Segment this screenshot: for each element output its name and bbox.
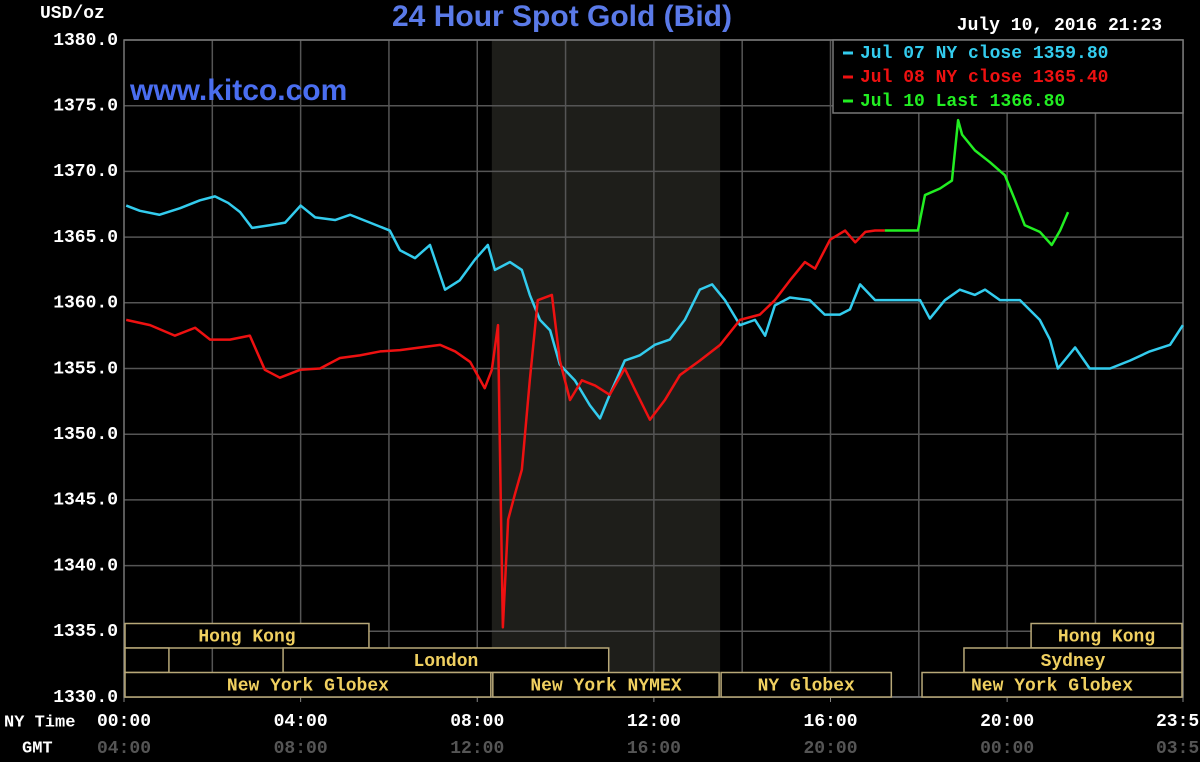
session-label: NY Globex (758, 677, 855, 697)
x-tick-label: 16:00 (803, 712, 857, 732)
y-unit: USD/oz (40, 4, 105, 24)
y-tick-label: 1350.0 (53, 425, 118, 445)
y-tick-label: 1335.0 (53, 622, 118, 642)
y-tick-label: 1365.0 (53, 228, 118, 248)
session-box (124, 622, 370, 649)
y-tick-label: 1345.0 (53, 491, 118, 511)
y-tick-label: 1380.0 (53, 31, 118, 51)
x-axis-label: NY Time (4, 713, 75, 732)
series-line (884, 118, 1070, 247)
x2-tick-label: 12:00 (450, 739, 504, 759)
session-box (720, 671, 893, 698)
session-label: New York Globex (227, 677, 389, 697)
session-label: Hong Kong (198, 628, 295, 648)
session-box (921, 671, 1183, 698)
x-tick-label: 04:00 (274, 712, 328, 732)
session-box (282, 647, 610, 674)
x-tick-label: 08:00 (450, 712, 504, 732)
y-tick-label: 1340.0 (53, 556, 118, 576)
y-tick-label: 1360.0 (53, 294, 118, 314)
x-tick-label: 12:00 (627, 712, 681, 732)
chart-title: 24 Hour Spot Gold (Bid) (392, 0, 732, 33)
x2-tick-label: 20:00 (803, 739, 857, 759)
x2-tick-label: 00:00 (980, 739, 1034, 759)
x-tick-label: 20:00 (980, 712, 1034, 732)
session-label: Sydney (1041, 652, 1106, 672)
x-tick-label: 00:00 (97, 712, 151, 732)
x2-tick-label: 03:59 (1156, 739, 1200, 759)
session-box (124, 647, 170, 674)
session-label: New York NYMEX (530, 677, 681, 697)
legend-label: Jul 08 NY close 1365.40 (860, 68, 1108, 88)
session-label: London (413, 652, 478, 672)
session-label: Hong Kong (1058, 628, 1155, 648)
session-label: New York Globex (971, 677, 1133, 697)
session-box (124, 671, 492, 698)
series-line (125, 229, 885, 629)
x-tick-label: 23:59 (1156, 712, 1200, 732)
y-tick-label: 1370.0 (53, 162, 118, 182)
x2-tick-label: 04:00 (97, 739, 151, 759)
y-tick-label: 1375.0 (53, 96, 118, 116)
y-tick-label: 1330.0 (53, 688, 118, 708)
x2-tick-label: 08:00 (274, 739, 328, 759)
legend-label: Jul 10 Last 1366.80 (860, 92, 1065, 112)
watermark: www.kitco.com (129, 74, 347, 107)
x2-axis-label: GMT (22, 739, 53, 758)
legend-label: Jul 07 NY close 1359.80 (860, 44, 1108, 64)
legend-box (832, 39, 1184, 114)
y-tick-label: 1355.0 (53, 359, 118, 379)
session-box (492, 671, 720, 698)
timestamp: July 10, 2016 21:23 (957, 16, 1162, 36)
x2-tick-label: 16:00 (627, 739, 681, 759)
series-line (125, 195, 1184, 420)
